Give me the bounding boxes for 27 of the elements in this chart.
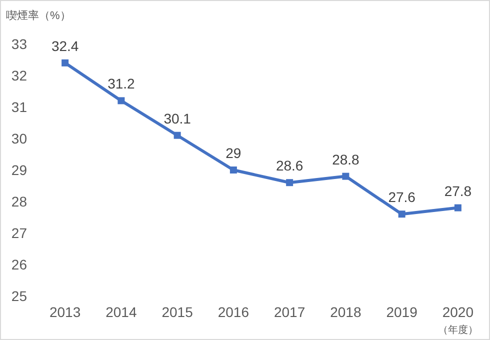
data-label: 28.6: [276, 158, 304, 174]
ytick-label: 26: [11, 256, 27, 272]
y-axis-title: 喫煙率（%）: [6, 10, 71, 22]
xtick-label: 2014: [106, 304, 137, 320]
xtick-label: 2020: [442, 304, 474, 320]
xtick-label: 2016: [218, 304, 250, 320]
ytick-label: 30: [11, 130, 27, 146]
ytick-label: 29: [11, 162, 27, 178]
ytick-label: 28: [11, 194, 27, 210]
ytick-label: 33: [11, 36, 27, 52]
ytick-label: 32: [11, 68, 27, 84]
xtick-label: 2019: [386, 304, 418, 320]
x-axis-title: （年度）: [438, 325, 478, 336]
ytick-label: 25: [11, 288, 27, 304]
data-label: 32.4: [51, 38, 79, 54]
data-label: 31.2: [108, 76, 135, 92]
xtick-label: 2018: [330, 304, 362, 320]
data-label: 28.8: [332, 151, 360, 168]
xtick-label: 2017: [274, 304, 306, 320]
ytick-label: 31: [11, 99, 27, 115]
xtick-label: 2013: [49, 304, 81, 320]
data-label: 30.1: [164, 110, 191, 126]
data-label: 27.6: [388, 189, 416, 206]
xtick-label: 2015: [162, 304, 193, 320]
data-label: 29: [226, 145, 242, 161]
data-label: 27.8: [444, 182, 472, 199]
ytick-label: 27: [11, 225, 27, 241]
